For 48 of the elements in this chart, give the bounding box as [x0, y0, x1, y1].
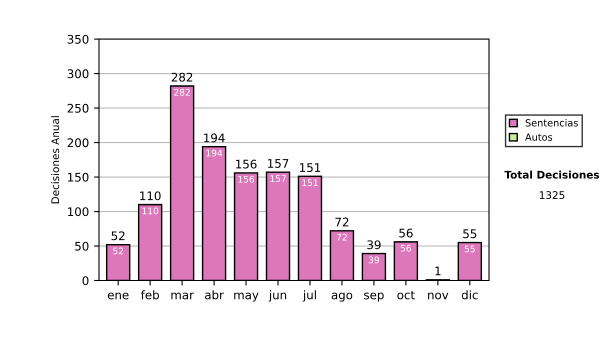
legend-label: Sentencias — [526, 118, 578, 127]
total-label: 1 — [435, 266, 441, 276]
data-label: 39 — [368, 256, 380, 264]
y-tick-label: 200 — [68, 138, 88, 148]
data-label: 157 — [270, 175, 286, 182]
y-axis-title: Decisiones Anual — [51, 116, 60, 204]
x-tick-label: jun — [268, 290, 286, 302]
total-label: 110 — [140, 191, 161, 200]
x-tick-label: jul — [302, 290, 316, 302]
total-label: 156 — [236, 160, 257, 169]
data-label: 55 — [464, 246, 475, 252]
total-label: 52 — [112, 231, 125, 240]
x-tick-label: ene — [108, 292, 129, 300]
y-tick-label: 0 — [82, 276, 88, 286]
x-tick-label: feb — [140, 290, 159, 300]
data-label: 194 — [206, 150, 222, 156]
x-tick-label: abr — [205, 290, 224, 300]
x-tick-label: mar — [171, 292, 194, 300]
data-label: 110 — [142, 208, 158, 214]
x-tick-label: ago — [332, 292, 352, 302]
y-tick-label: 350 — [68, 34, 88, 44]
total-label: 282 — [172, 72, 192, 82]
data-label: 156 — [238, 176, 254, 183]
y-tick-label: 250 — [68, 104, 88, 113]
x-tick-label: dic — [462, 290, 478, 300]
data-label: 282 — [174, 88, 190, 96]
text: 1325 — [540, 191, 564, 200]
total-label: 157 — [268, 159, 288, 168]
legend-label: Autos — [525, 134, 552, 141]
total-label: 151 — [300, 163, 320, 172]
data-label: 72 — [336, 234, 347, 240]
total-label: 55 — [463, 229, 476, 238]
total-label: 56 — [399, 228, 413, 238]
data-label: 56 — [400, 244, 412, 252]
y-tick-label: 300 — [68, 69, 88, 78]
total-label: 72 — [335, 218, 348, 226]
x-tick-label: oct — [397, 290, 415, 300]
total-label: 194 — [204, 133, 225, 142]
x-tick-label: nov — [428, 292, 448, 300]
total-label: 39 — [367, 240, 381, 250]
y-tick-label: 50 — [75, 242, 88, 251]
data-label: 151 — [302, 179, 318, 186]
y-tick-label: 100 — [68, 207, 88, 216]
x-tick-label: sep — [364, 292, 384, 302]
data-label: 52 — [113, 248, 124, 254]
y-tick-label: 150 — [68, 172, 88, 182]
x-tick-label: may — [234, 292, 259, 302]
text: Total Decisiones — [504, 170, 600, 179]
